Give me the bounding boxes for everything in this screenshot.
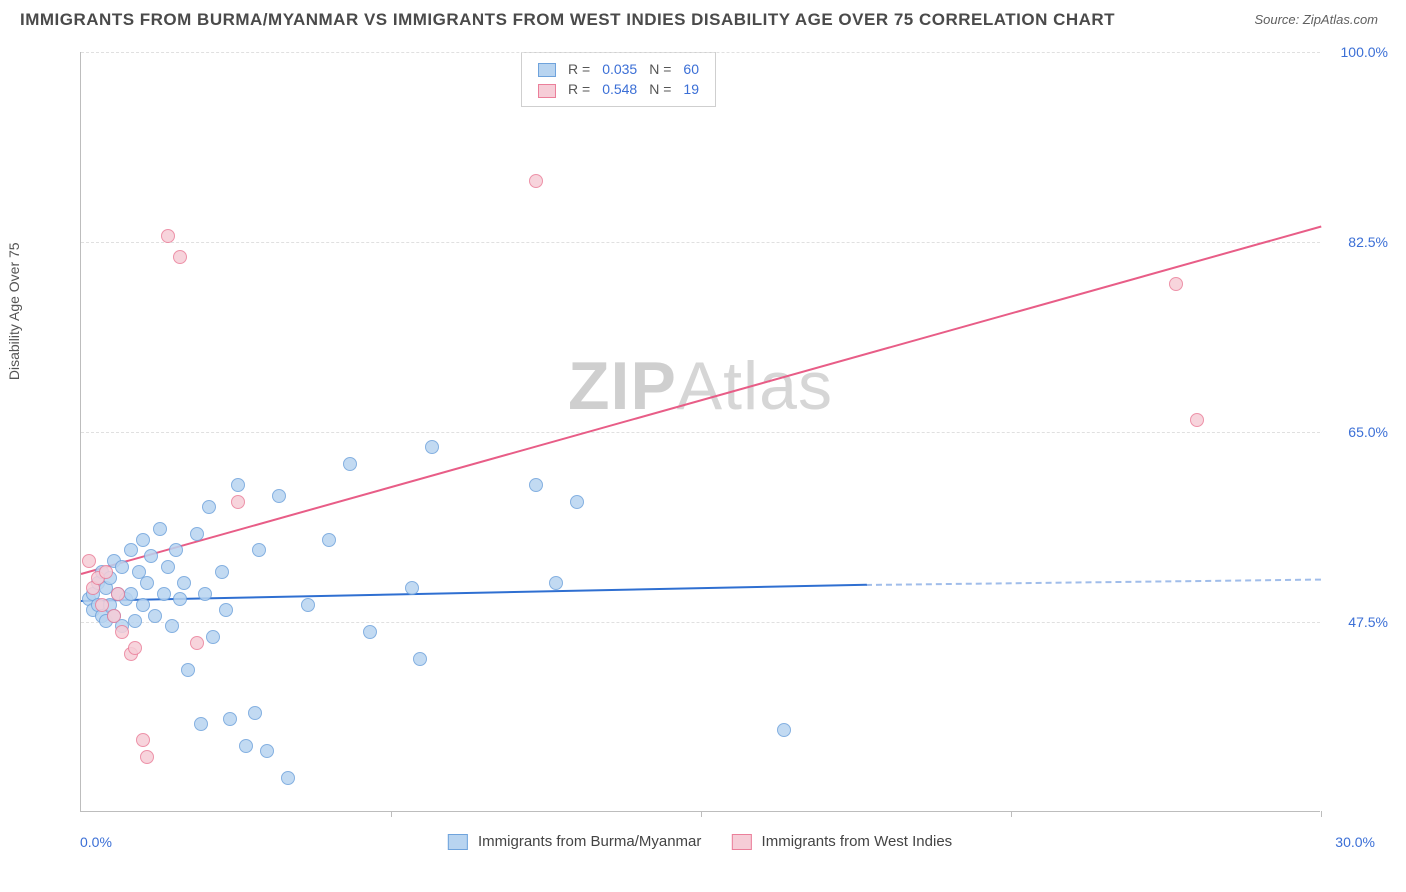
chart-area: ZIPAtlas R = 0.035 N = 60 R = 0.548 N = … — [20, 34, 1380, 864]
data-point-westindies — [161, 229, 175, 243]
data-point-westindies — [1169, 277, 1183, 291]
y-tick-label: 100.0% — [1328, 44, 1388, 60]
x-tick — [701, 811, 702, 817]
data-point-burma — [322, 533, 336, 547]
data-point-westindies — [95, 598, 109, 612]
data-point-westindies — [140, 750, 154, 764]
gridline — [81, 432, 1320, 433]
data-point-burma — [165, 619, 179, 633]
data-point-burma — [413, 652, 427, 666]
legend-row-westindies: R = 0.548 N = 19 — [532, 79, 705, 99]
x-tick — [391, 811, 392, 817]
data-point-westindies — [190, 636, 204, 650]
data-point-burma — [343, 457, 357, 471]
data-point-burma — [177, 576, 191, 590]
legend-row-burma: R = 0.035 N = 60 — [532, 59, 705, 79]
data-point-burma — [206, 630, 220, 644]
swatch-burma — [538, 63, 556, 77]
x-tick — [1011, 811, 1012, 817]
data-point-burma — [529, 478, 543, 492]
swatch-burma-icon — [448, 834, 468, 850]
data-point-burma — [173, 592, 187, 606]
data-point-burma — [181, 663, 195, 677]
data-point-burma — [140, 576, 154, 590]
data-point-burma — [115, 560, 129, 574]
data-point-burma — [202, 500, 216, 514]
data-point-burma — [161, 560, 175, 574]
swatch-westindies — [538, 84, 556, 98]
data-point-burma — [239, 739, 253, 753]
y-tick-label: 47.5% — [1328, 614, 1388, 630]
series-legend: Immigrants from Burma/Myanmar Immigrants… — [448, 833, 952, 850]
x-tick — [1321, 811, 1322, 817]
watermark: ZIPAtlas — [568, 347, 833, 425]
data-point-burma — [405, 581, 419, 595]
data-point-westindies — [115, 625, 129, 639]
data-point-burma — [136, 598, 150, 612]
data-point-westindies — [128, 641, 142, 655]
data-point-burma — [124, 587, 138, 601]
data-point-burma — [549, 576, 563, 590]
data-point-burma — [148, 609, 162, 623]
regression-line-westindies — [81, 226, 1322, 575]
gridline — [81, 622, 1320, 623]
data-point-westindies — [173, 250, 187, 264]
data-point-burma — [136, 533, 150, 547]
data-point-burma — [301, 598, 315, 612]
plot-region: ZIPAtlas R = 0.035 N = 60 R = 0.548 N = … — [80, 52, 1320, 812]
data-point-burma — [144, 549, 158, 563]
data-point-westindies — [1190, 413, 1204, 427]
data-point-westindies — [107, 609, 121, 623]
y-tick-label: 65.0% — [1328, 424, 1388, 440]
legend-item-westindies: Immigrants from West Indies — [731, 833, 952, 850]
data-point-burma — [128, 614, 142, 628]
correlation-legend: R = 0.035 N = 60 R = 0.548 N = 19 — [521, 52, 716, 107]
data-point-burma — [777, 723, 791, 737]
data-point-burma — [153, 522, 167, 536]
data-point-burma — [194, 717, 208, 731]
swatch-westindies-icon — [731, 834, 751, 850]
data-point-burma — [157, 587, 171, 601]
data-point-burma — [260, 744, 274, 758]
x-axis-min: 0.0% — [80, 834, 112, 850]
source-label: Source: ZipAtlas.com — [1254, 12, 1378, 27]
data-point-burma — [223, 712, 237, 726]
data-point-westindies — [136, 733, 150, 747]
legend-item-burma: Immigrants from Burma/Myanmar — [448, 833, 702, 850]
x-axis-max: 30.0% — [1335, 834, 1375, 850]
data-point-burma — [190, 527, 204, 541]
data-point-westindies — [82, 554, 96, 568]
data-point-burma — [425, 440, 439, 454]
data-point-westindies — [111, 587, 125, 601]
data-point-burma — [169, 543, 183, 557]
gridline — [81, 52, 1320, 53]
data-point-burma — [272, 489, 286, 503]
regression-line-burma-dash — [866, 579, 1321, 586]
chart-title: IMMIGRANTS FROM BURMA/MYANMAR VS IMMIGRA… — [20, 10, 1386, 30]
data-point-burma — [570, 495, 584, 509]
data-point-burma — [215, 565, 229, 579]
data-point-burma — [124, 543, 138, 557]
gridline — [81, 242, 1320, 243]
y-tick-label: 82.5% — [1328, 234, 1388, 250]
data-point-westindies — [99, 565, 113, 579]
data-point-burma — [219, 603, 233, 617]
data-point-burma — [281, 771, 295, 785]
data-point-westindies — [529, 174, 543, 188]
y-axis-label: Disability Age Over 75 — [6, 242, 22, 380]
data-point-burma — [248, 706, 262, 720]
data-point-burma — [198, 587, 212, 601]
data-point-burma — [363, 625, 377, 639]
data-point-burma — [252, 543, 266, 557]
data-point-burma — [231, 478, 245, 492]
data-point-westindies — [231, 495, 245, 509]
